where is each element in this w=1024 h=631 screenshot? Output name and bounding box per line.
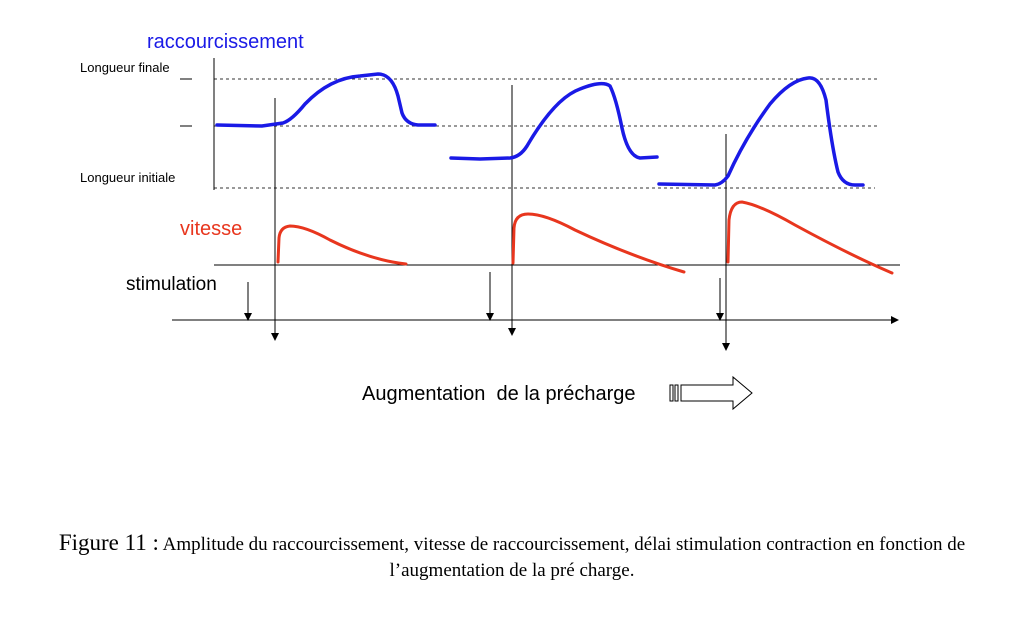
shortening-curve-2 [449, 81, 659, 161]
stimulation-label: stimulation [126, 274, 217, 295]
initial-length-label: Longueur initiale [80, 170, 176, 185]
precharge-label: Augmentation de la précharge [362, 383, 636, 405]
speed-curve-1 [276, 224, 408, 266]
speed-curve-3 [726, 200, 894, 275]
speed-curve-2 [511, 212, 686, 274]
precharge-arrow-icon [669, 375, 753, 411]
caption-text: Amplitude du raccourcissement, vitesse d… [158, 534, 966, 581]
shortening-curve-1 [215, 72, 437, 128]
shortening-curve-3 [657, 76, 865, 187]
speed-label: vitesse [180, 218, 243, 240]
caption-number: Figure 11 : [58, 530, 159, 555]
shortening-label: raccourcissement [147, 31, 304, 53]
final-length-label: Longueur finale [80, 60, 170, 75]
figure-caption: Figure 11 : Amplitude du raccourcissemen… [30, 530, 994, 584]
